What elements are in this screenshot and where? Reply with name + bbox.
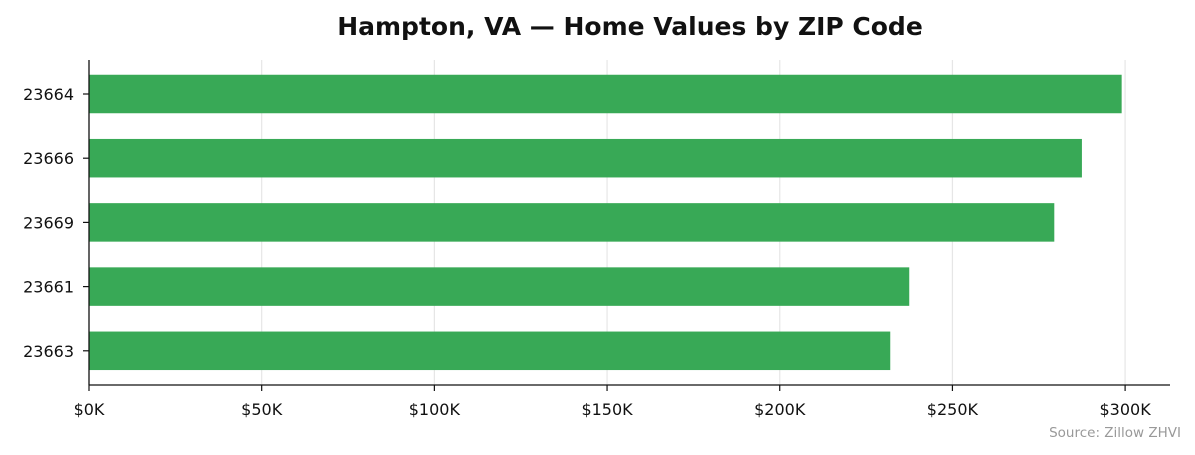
x-tick-label: $0K (74, 400, 105, 419)
x-tick-label: $300K (1099, 400, 1151, 419)
x-tick-label: $250K (927, 400, 979, 419)
x-tick-label: $50K (241, 400, 283, 419)
y-axis-ticks: 23664 23666 23669 23661 23663 (23, 85, 89, 361)
x-axis-ticks: $0K $50K $100K $150K $200K $250K $300K (74, 385, 1151, 419)
bar-23661 (89, 267, 910, 306)
bar-23663 (89, 331, 891, 371)
y-tick-label: 23663 (23, 342, 74, 361)
x-tick-label: $150K (581, 400, 633, 419)
x-tick-label: $100K (409, 400, 461, 419)
bars (89, 74, 1122, 371)
y-tick-label: 23664 (23, 85, 74, 104)
chart-title: Hampton, VA — Home Values by ZIP Code (337, 12, 923, 41)
bar-23664 (89, 74, 1122, 114)
source-note: Source: Zillow ZHVI (1049, 425, 1181, 441)
bar-23666 (89, 138, 1082, 178)
bar-23669 (89, 203, 1055, 242)
x-tick-label: $200K (754, 400, 806, 419)
y-tick-label: 23661 (23, 278, 74, 297)
y-tick-label: 23666 (23, 149, 74, 168)
y-tick-label: 23669 (23, 213, 74, 232)
